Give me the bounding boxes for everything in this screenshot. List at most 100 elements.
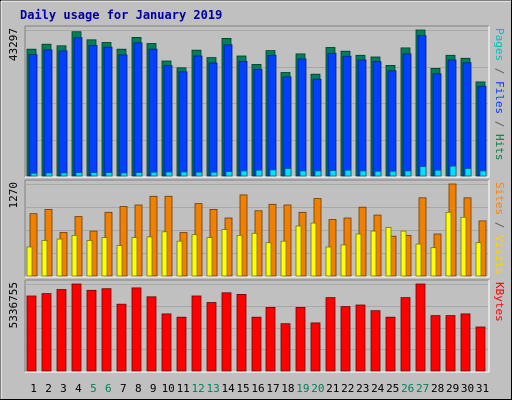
- x-label-day-9: 9: [150, 382, 157, 395]
- x-label-day-1: 1: [30, 382, 37, 395]
- bar-visits-day-7: [119, 206, 128, 277]
- bar-files-day-13: [208, 62, 218, 177]
- bar-kbytes-day-20: [310, 322, 321, 372]
- bar-pages-day-10: [165, 171, 173, 177]
- bar-sites-day-3: [56, 238, 63, 277]
- bar-visits-day-9: [149, 195, 158, 277]
- bar-kbytes-day-3: [56, 289, 67, 372]
- bar-pages-day-2: [45, 172, 53, 177]
- bar-pages-day-18: [284, 168, 292, 177]
- bar-sites-day-1: [26, 246, 33, 277]
- bar-sites-day-5: [86, 240, 93, 277]
- x-label-day-21: 21: [326, 382, 339, 395]
- bar-pages-day-26: [404, 170, 412, 177]
- bar-marks: [26, 29, 487, 372]
- bar-files-day-11: [178, 71, 188, 177]
- bar-sites-day-13: [206, 237, 213, 277]
- panel-top-side-legend: Pages / Files / Hits: [493, 28, 506, 161]
- bar-kbytes-day-12: [191, 295, 202, 372]
- bar-kbytes-day-19: [295, 306, 306, 372]
- bar-kbytes-day-30: [460, 313, 471, 372]
- bar-kbytes-day-23: [355, 304, 366, 372]
- bar-kbytes-day-17: [265, 306, 276, 372]
- bar-pages-day-24: [374, 170, 382, 177]
- bar-files-day-18: [282, 76, 292, 177]
- bar-visits-day-18: [283, 204, 292, 277]
- bar-files-day-31: [477, 85, 487, 177]
- bar-pages-day-11: [180, 171, 188, 177]
- bar-kbytes-day-5: [86, 289, 97, 372]
- bar-pages-day-16: [255, 169, 263, 177]
- bar-kbytes-day-10: [161, 313, 172, 372]
- bar-sites-day-11: [176, 240, 183, 277]
- bar-sites-day-4: [71, 234, 78, 277]
- x-label-day-24: 24: [371, 382, 385, 395]
- side-legend-top-part-4: Hits: [493, 134, 506, 161]
- bar-files-day-10: [163, 65, 173, 177]
- bar-kbytes-day-4: [71, 283, 82, 372]
- x-label-day-30: 30: [461, 382, 474, 395]
- bar-pages-day-15: [240, 170, 248, 177]
- side-legend-middle-part-0: Sites: [493, 182, 506, 215]
- side-legend-top-part-3: /: [493, 114, 506, 134]
- bar-pages-day-4: [75, 172, 83, 177]
- bar-files-day-14: [223, 44, 233, 177]
- panel-middle-side-legend: Sites / Visits: [493, 182, 506, 275]
- bar-pages-day-8: [135, 172, 143, 177]
- bar-files-day-27: [417, 35, 427, 177]
- bar-files-day-12: [193, 55, 203, 177]
- bar-kbytes-day-15: [236, 293, 247, 372]
- bar-files-day-26: [402, 53, 412, 177]
- bar-kbytes-day-27: [415, 283, 426, 372]
- bar-sites-day-31: [475, 242, 482, 277]
- bar-kbytes-day-2: [41, 293, 52, 372]
- x-label-day-29: 29: [446, 382, 459, 395]
- x-label-day-15: 15: [236, 382, 249, 395]
- x-label-day-22: 22: [341, 382, 354, 395]
- bar-sites-day-2: [41, 240, 48, 277]
- bar-kbytes-day-9: [146, 296, 157, 372]
- bar-sites-day-29: [445, 211, 452, 277]
- bar-kbytes-day-16: [251, 316, 262, 372]
- bar-sites-day-9: [146, 236, 153, 277]
- bar-sites-day-12: [191, 234, 198, 277]
- bar-files-day-28: [432, 73, 442, 177]
- chart-title: Daily usage for January 2019: [20, 8, 222, 22]
- bar-sites-day-22: [340, 244, 347, 277]
- bar-files-day-19: [297, 58, 307, 177]
- x-label-day-19: 19: [296, 382, 309, 395]
- bar-sites-day-18: [280, 240, 287, 277]
- x-label-day-4: 4: [75, 382, 82, 395]
- bar-sites-day-15: [236, 234, 243, 277]
- bar-sites-day-8: [131, 237, 138, 277]
- bar-sites-day-24: [370, 230, 377, 277]
- bar-pages-day-27: [419, 166, 427, 177]
- bar-files-day-20: [312, 78, 322, 177]
- x-label-day-27: 27: [416, 382, 429, 395]
- side-legend-top-part-2: Files: [493, 81, 506, 114]
- bar-pages-day-7: [120, 172, 128, 177]
- x-label-day-12: 12: [191, 382, 204, 395]
- bar-sites-day-17: [265, 242, 272, 277]
- x-label-day-6: 6: [105, 382, 112, 395]
- panel-top-ymax-label: 43297: [7, 28, 20, 61]
- bar-files-day-24: [372, 61, 382, 177]
- bar-visits-day-27: [418, 197, 427, 277]
- bar-sites-day-20: [310, 222, 317, 277]
- bar-visits-day-17: [268, 203, 277, 277]
- bar-sites-day-19: [295, 225, 302, 277]
- side-legend-middle-part-1: /: [493, 215, 506, 235]
- bar-kbytes-day-26: [400, 297, 411, 372]
- bar-pages-day-29: [449, 165, 457, 177]
- bar-files-day-30: [462, 62, 472, 177]
- bar-visits-day-1: [29, 213, 38, 277]
- bar-kbytes-day-21: [325, 297, 336, 372]
- bar-files-day-2: [43, 49, 53, 177]
- y-axis-labels: 43297 1270 5336755: [7, 28, 20, 328]
- bar-sites-day-7: [116, 245, 123, 277]
- x-label-day-10: 10: [162, 382, 175, 395]
- x-axis-day-labels: 1 2 3 4 5 6 7 8 9 10 11 12 13 14 15 16 17 18 19 20 21 22 23 24 2…: [30, 382, 489, 395]
- x-label-day-23: 23: [356, 382, 369, 395]
- bar-files-day-4: [73, 37, 83, 177]
- x-label-day-18: 18: [281, 382, 294, 395]
